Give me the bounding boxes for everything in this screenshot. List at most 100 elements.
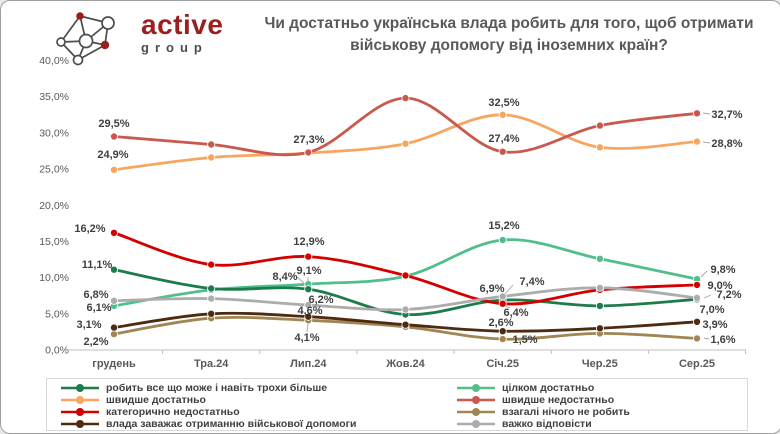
legend-label: цілком достатньо <box>502 382 595 394</box>
y-axis-tick-label: 15,0% <box>39 236 69 248</box>
data-point <box>595 324 604 333</box>
data-point <box>304 312 313 321</box>
legend-label: категорично недостатньо <box>106 406 240 418</box>
x-axis-category-label: Жов.24 <box>385 358 425 370</box>
data-point <box>693 137 702 146</box>
data-label: 32,7% <box>711 109 742 121</box>
series-line-2 <box>112 231 699 306</box>
data-point <box>401 320 410 329</box>
data-point <box>207 284 216 293</box>
data-point <box>207 153 216 162</box>
x-axis-category-label: Тра.24 <box>194 358 229 370</box>
legend-label: важко відповісти <box>502 418 592 430</box>
logo-subtitle: group <box>141 40 208 55</box>
data-label: 6,8% <box>83 289 108 301</box>
data-point <box>693 109 702 118</box>
legend-marker-icon <box>457 384 495 392</box>
y-axis-tick-label: 20,0% <box>39 200 69 212</box>
data-label: 7,2% <box>716 289 741 301</box>
data-point <box>110 165 119 174</box>
legend-column-right: цілком достатньо швидше недостатньо взагал… <box>455 382 747 430</box>
label-leader-line <box>296 276 305 284</box>
y-axis-tick-label: 35,0% <box>39 91 69 103</box>
data-point <box>401 305 410 314</box>
data-label: 6,9% <box>479 283 504 295</box>
x-axis-category-label: Січ.25 <box>486 358 519 370</box>
data-point <box>304 252 313 261</box>
data-label: 12,9% <box>293 236 324 248</box>
legend-label: робить все що може і навіть трохи більше <box>106 382 328 394</box>
data-label: 7,4% <box>519 276 544 288</box>
legend-column-left: робить все що може і навіть трохи більше… <box>59 382 455 430</box>
data-label: 9,8% <box>710 264 735 276</box>
legend-item: цілком достатньо <box>455 382 747 394</box>
data-label: 27,4% <box>488 133 519 145</box>
x-axis-category-label: Лип.24 <box>290 358 327 370</box>
data-label: 4,1% <box>294 332 319 344</box>
data-point <box>498 147 507 156</box>
data-label: 1,5% <box>512 334 537 346</box>
label-leader-line <box>702 112 711 115</box>
data-point <box>207 309 216 318</box>
y-axis-tick-label: 5,0% <box>45 308 69 320</box>
legend-marker-icon <box>61 396 99 404</box>
legend-marker-icon <box>61 384 99 392</box>
data-label: 2,6% <box>488 317 513 329</box>
legend-item: важко відповісти <box>455 418 747 430</box>
data-label: 7,0% <box>699 304 724 316</box>
data-point <box>207 140 216 149</box>
data-label: 3,1% <box>76 319 101 331</box>
logo-brand: active <box>141 9 224 40</box>
data-point <box>401 271 410 280</box>
legend-marker-icon <box>61 408 99 416</box>
legend-label: взагалі нічого не робить <box>502 406 630 418</box>
data-point <box>595 283 604 292</box>
data-label: 28,8% <box>711 138 742 150</box>
y-axis-tick-label: 30,0% <box>39 127 69 139</box>
legend-item: категорично недостатньо <box>59 406 455 418</box>
label-leader-line <box>702 141 711 144</box>
data-point <box>498 235 507 244</box>
legend-marker-icon <box>457 396 495 404</box>
data-point <box>207 294 216 303</box>
data-point <box>498 327 507 336</box>
data-label: 27,3% <box>293 134 324 146</box>
y-axis-tick-label: 10,0% <box>39 272 69 284</box>
data-label: 1,6% <box>710 334 735 346</box>
chart-legend: робить все що може і навіть трохи більше… <box>46 378 748 431</box>
network-logo-icon <box>56 12 115 66</box>
data-label: 15,2% <box>488 220 519 232</box>
label-leader-line <box>703 294 712 299</box>
data-label: 9,0% <box>707 280 732 292</box>
label-leader-line <box>504 284 514 295</box>
data-label: 6,2% <box>308 294 333 306</box>
legend-item: швидше достатньо <box>59 394 455 406</box>
x-axis-category-label: Чер.25 <box>582 358 618 370</box>
label-leader-line <box>700 270 708 278</box>
y-axis-tick-label: 40,0% <box>39 55 69 67</box>
y-axis-tick-label: 0,0% <box>45 345 69 357</box>
data-point <box>110 323 119 332</box>
legend-marker-icon <box>457 408 495 416</box>
data-label: 2,2% <box>83 336 108 348</box>
data-point <box>693 317 702 326</box>
data-point <box>595 254 604 263</box>
legend-label: влада заважає отриманню військової допом… <box>106 418 357 430</box>
data-point <box>595 143 604 152</box>
data-label: 4,6% <box>297 305 322 317</box>
data-point <box>595 301 604 310</box>
data-point <box>207 260 216 269</box>
data-label: 6,4% <box>503 307 528 319</box>
data-point <box>595 121 604 130</box>
legend-marker-icon <box>61 420 99 428</box>
legend-item: взагалі нічого не робить <box>455 406 747 418</box>
data-point <box>110 296 119 305</box>
data-point <box>110 132 119 141</box>
data-point <box>304 285 313 294</box>
label-leader-line <box>306 323 309 333</box>
data-point <box>693 280 702 289</box>
label-leader-line <box>703 337 710 340</box>
legend-item: влада заважає отриманню військової допом… <box>59 418 455 430</box>
data-label: 29,5% <box>98 118 129 130</box>
